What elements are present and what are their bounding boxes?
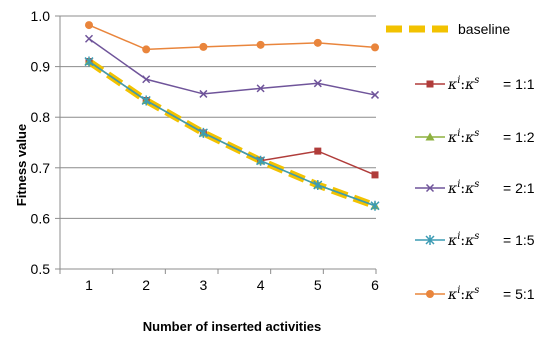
legend-item: κi:κs = 1:1 [415, 75, 535, 93]
y-tick-label: 0.7 [31, 160, 51, 176]
series-line [88, 60, 376, 207]
grid-lines [60, 15, 376, 219]
legend-label: baseline [458, 21, 510, 37]
x-tick-label: 2 [142, 277, 150, 293]
data-point [199, 89, 208, 98]
legend-kappa-ratio: κi:κs [447, 179, 479, 197]
series-5-1 [85, 21, 379, 54]
x-tick-labels: 1 2 3 4 5 6 [85, 277, 379, 293]
legend-item: κi:κs = 5:1 [415, 285, 535, 303]
y-tick-label: 0.8 [31, 109, 51, 125]
data-point [256, 40, 265, 49]
axes [55, 15, 377, 274]
x-tick-label: 3 [200, 277, 208, 293]
y-tick-label: 0.6 [31, 210, 51, 226]
y-tick-label: 1.0 [31, 8, 51, 24]
legend-marker [425, 235, 435, 245]
legend-item: κi:κs = 1:5 [415, 231, 535, 249]
series-line [88, 60, 376, 207]
legend-kappa-ratio: κi:κs [447, 75, 479, 93]
legend-kappa-ratio: κi:κs [447, 128, 479, 146]
data-point [141, 95, 151, 106]
x-tick-label: 1 [85, 277, 93, 293]
y-tick-labels: 0.5 0.6 0.7 0.8 0.9 1.0 [31, 8, 51, 277]
series-1-2 [84, 57, 380, 210]
data-point [313, 38, 322, 47]
legend-marker [425, 183, 435, 193]
series-1-1 [85, 58, 379, 179]
data-point [313, 79, 322, 88]
data-point [371, 171, 379, 179]
legend-item: baseline [386, 21, 510, 37]
legend-kappa-ratio: κi:κs [447, 231, 479, 249]
legend-label: = 1:2 [503, 129, 535, 145]
data-point [371, 43, 379, 52]
data-point [142, 75, 151, 84]
data-point [84, 34, 94, 43]
legend-item: κi:κs = 1:2 [415, 128, 535, 146]
y-axis-label: Fitness value [14, 124, 29, 206]
x-tick-label: 4 [257, 277, 265, 293]
legend-label: = 5:1 [503, 286, 535, 302]
series-line [88, 24, 376, 51]
y-tick-label: 0.9 [31, 59, 51, 75]
data-point [370, 90, 380, 99]
legend-label: = 1:5 [503, 232, 535, 248]
data-point [313, 180, 323, 191]
series-1-5 [84, 56, 380, 211]
data-point [85, 21, 93, 30]
data-point [256, 84, 265, 93]
legend-marker [426, 80, 434, 88]
series-line [88, 38, 376, 96]
legend-marker [426, 290, 434, 298]
legend-item: κi:κs = 2:1 [415, 179, 535, 197]
data-point [142, 45, 151, 54]
data-point [256, 155, 266, 166]
series-line [87, 58, 377, 210]
data-point [314, 147, 322, 155]
data-point [84, 56, 94, 67]
x-tick-label: 5 [314, 277, 322, 293]
series-line [88, 60, 376, 176]
legend-label: = 1:1 [503, 76, 535, 92]
y-tick-label: 0.5 [31, 261, 51, 277]
series-baseline [87, 58, 377, 210]
x-axis-label: Number of inserted activities [143, 319, 321, 334]
data-point [198, 127, 208, 138]
legend-marker [425, 132, 435, 141]
series-2-1 [84, 34, 380, 99]
legend-label: = 2:1 [503, 180, 535, 196]
series-group [84, 21, 380, 211]
data-point [199, 42, 208, 51]
legend-kappa-ratio: κi:κs [447, 285, 479, 303]
data-point [370, 200, 380, 211]
x-tick-label: 6 [371, 277, 379, 293]
